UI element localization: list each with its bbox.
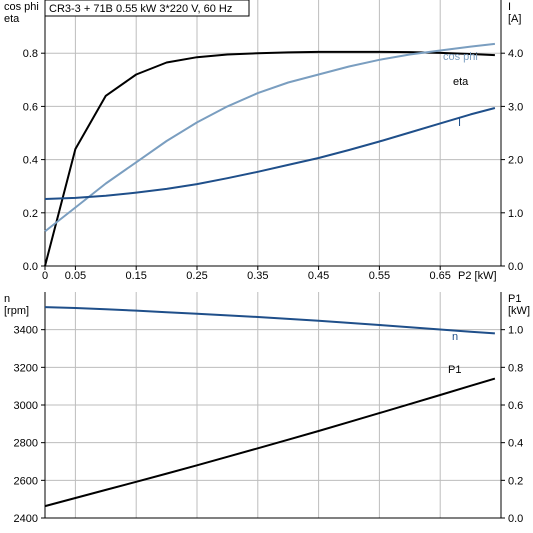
bottom-left-tick-label: 3000 [14, 400, 38, 412]
bottom-left-tick-label: 2400 [14, 513, 38, 525]
top-right-tick-label: 2.0 [508, 155, 523, 167]
top-left-tick-label: 0.4 [23, 155, 38, 167]
top-left-tick-label: 0.2 [23, 208, 38, 220]
x-axis-label: P2 [kW] [458, 270, 497, 282]
top-right-tick-label: 3.0 [508, 101, 523, 113]
x-tick-label: 0.45 [308, 270, 329, 282]
title-layer: CR3-3 + 71B 0.55 kW 3*220 V, 60 Hz [44, 0, 250, 17]
bottom-right-axis-label: P1 [508, 293, 521, 305]
bottom-series-p1-line [44, 377, 496, 508]
series-label-cos-phi: cos phi [443, 51, 478, 63]
series-layer [44, 42, 496, 508]
bottom-right-tick-label: 0.2 [508, 475, 523, 487]
series-label-n: n [452, 331, 458, 343]
top-right-axis-label: [A] [508, 13, 521, 25]
top-series-i-line [44, 107, 496, 200]
bottom-right-tick-label: 0.0 [508, 513, 523, 525]
x-tick-label: 0.55 [369, 270, 390, 282]
x-tick-label: 0 [42, 270, 48, 282]
axes-layer [41, 0, 505, 519]
bottom-left-tick-label: 3200 [14, 362, 38, 374]
series-label-p1: P1 [448, 364, 461, 376]
top-right-tick-label: 0.0 [508, 261, 523, 273]
x-tick-label: 0.35 [247, 270, 268, 282]
series-label-eta: eta [453, 76, 469, 88]
bottom-left-tick-label: 2800 [14, 438, 38, 450]
bottom-right-tick-label: 0.8 [508, 362, 523, 374]
top-right-tick-label: 1.0 [508, 208, 523, 220]
bottom-left-tick-label: 2600 [14, 475, 38, 487]
top-right-tick-label: 4.0 [508, 48, 523, 60]
top-left-tick-label: 0.8 [23, 48, 38, 60]
top-left-tick-label: 0.6 [23, 101, 38, 113]
top-series-eta-line [44, 50, 495, 267]
title-box [44, 0, 250, 17]
x-tick-label: 0.65 [429, 270, 450, 282]
chart-title: CR3-3 + 71B 0.55 kW 3*220 V, 60 Hz [49, 3, 232, 15]
bottom-left-tick-label: 3400 [14, 325, 38, 337]
grid-layer [45, 0, 501, 518]
top-series-cos-phi-line [44, 42, 496, 233]
bottom-series-n-line [44, 306, 495, 335]
bottom-left-axis-label: n [4, 293, 10, 305]
top-left-tick-label: 0.0 [23, 261, 38, 273]
top-left-axis-label: cos phi [4, 1, 39, 13]
top-right-axis-label: I [508, 1, 511, 13]
top-left-axis-label: eta [4, 13, 20, 25]
bottom-right-tick-label: 1.0 [508, 325, 523, 337]
bottom-right-tick-label: 0.6 [508, 400, 523, 412]
bottom-right-axis-label: [kW] [508, 305, 530, 317]
bottom-right-tick-label: 0.4 [508, 438, 523, 450]
x-tick-label: 0.05 [65, 270, 86, 282]
x-tick-label: 0.25 [186, 270, 207, 282]
series-label-i: I [458, 117, 461, 129]
bottom-left-axis-label: [rpm] [4, 305, 29, 317]
x-tick-label: 0.15 [125, 270, 146, 282]
